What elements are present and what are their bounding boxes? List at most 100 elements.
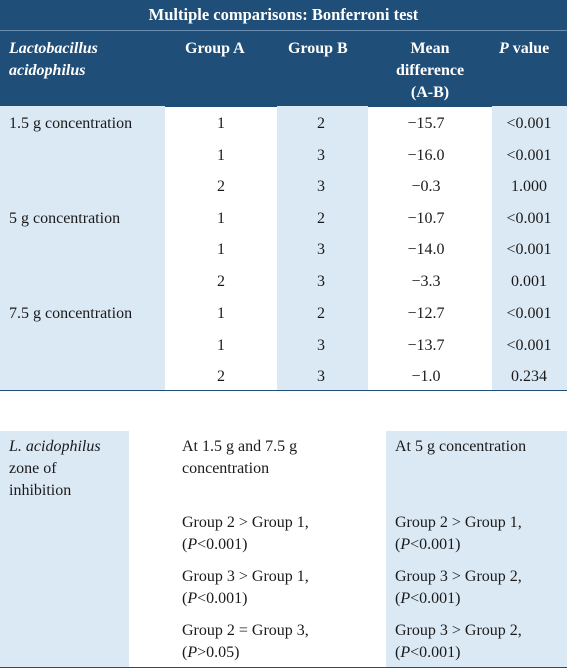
summary-item-p-letter: P: [187, 590, 198, 607]
row-group-a: 1: [217, 147, 225, 164]
row-mean-difference: −3.3: [411, 273, 441, 290]
row-p-value: <0.001: [506, 147, 552, 164]
summary-item-paren: (: [182, 536, 188, 553]
summary-item-p-letter: P: [400, 536, 411, 553]
summary-item-p-letter: P: [400, 644, 411, 661]
summary-item-p-value: <0.001): [410, 590, 461, 607]
summary-item-comparison: Group 2 > Group 1,: [182, 514, 309, 531]
summary-item-p-value: <0.001): [410, 536, 461, 553]
row-mean-difference: −14.0: [407, 241, 445, 258]
row-group-a: 1: [217, 337, 225, 354]
row-group-a: 2: [217, 368, 225, 385]
row-mean-difference: −15.7: [407, 115, 445, 132]
header-species: Lactobacillus acidophilus: [9, 38, 98, 82]
summary-item-comparison: Group 2 = Group 3,: [182, 622, 309, 639]
summary-item-p-value: <0.001): [197, 536, 248, 553]
summary-item-paren: (: [182, 590, 188, 607]
row-concentration-label: 1.5 g concentration: [9, 115, 133, 132]
summary-col1-item: Group 2 > Group 1, (P<0.001): [182, 512, 309, 556]
row-mean-difference: −13.7: [407, 337, 445, 354]
row-group-b: 3: [317, 241, 325, 258]
summary-item-p-value: >0.05): [197, 644, 240, 661]
summary-col2-item: Group 3 > Group 2, (P<0.001): [395, 566, 522, 610]
summary-label-line3: inhibition: [9, 482, 72, 499]
row-mean-difference: −1.0: [411, 368, 441, 385]
row-group-b: 2: [317, 210, 325, 227]
row-mean-difference: −10.7: [407, 210, 445, 227]
table-title-text: Multiple comparisons: Bonferroni test: [148, 5, 419, 24]
row-group-a: 1: [217, 210, 225, 227]
summary-label-line1: L. acidophilus: [9, 438, 101, 455]
shade-summary-5g: [386, 431, 567, 668]
summary-item-comparison: Group 2 > Group 1,: [395, 514, 522, 531]
row-p-value: 0.234: [511, 368, 547, 385]
summary-item-comparison: Group 3 > Group 2,: [395, 568, 522, 585]
summary-item-p-letter: P: [187, 536, 198, 553]
row-group-b: 3: [317, 178, 325, 195]
row-group-a: 1: [217, 241, 225, 258]
table-header: Lactobacillus acidophilus Group A Group …: [0, 30, 567, 107]
summary-col2-item: Group 2 > Group 1, (P<0.001): [395, 512, 522, 556]
summary-item-comparison: Group 3 > Group 2,: [395, 622, 522, 639]
summary-item-comparison: Group 3 > Group 1,: [182, 568, 309, 585]
row-group-b: 3: [317, 368, 325, 385]
summary-item-p-value: <0.001): [410, 644, 461, 661]
row-p-value: <0.001: [506, 115, 552, 132]
header-mean-line2: difference: [395, 62, 465, 79]
shade-summary-label: [0, 431, 129, 668]
summary-item-p-letter: P: [187, 644, 198, 661]
shade-concentration-column: [0, 106, 165, 390]
row-group-b: 2: [317, 305, 325, 322]
summary-item-paren: (: [395, 644, 401, 661]
summary-col2-heading: At 5 g concentration: [395, 438, 527, 455]
header-p-letter: P: [499, 40, 509, 57]
row-p-value: <0.001: [506, 241, 552, 258]
table-bottom-rule: [0, 390, 567, 391]
row-p-value: 1.000: [511, 178, 547, 195]
row-group-a: 2: [217, 178, 225, 195]
row-p-value: <0.001: [506, 305, 552, 322]
header-group-a: Group A: [185, 40, 245, 57]
summary-item-paren: (: [182, 644, 188, 661]
row-mean-difference: −12.7: [407, 305, 445, 322]
summary-item-p-letter: P: [400, 590, 411, 607]
header-mean-difference: Mean difference (A-B): [368, 38, 492, 104]
summary-item-paren: (: [395, 536, 401, 553]
summary-col1-heading-line1: At 1.5 g and 7.5 g: [182, 438, 298, 455]
shade-p-value-column: [492, 106, 567, 390]
header-mean-line3: (A-B): [410, 84, 450, 101]
header-mean-line1: Mean: [410, 40, 450, 57]
summary-col1-item: Group 3 > Group 1, (P<0.001): [182, 566, 309, 610]
summary-item-paren: (: [395, 590, 401, 607]
summary-bottom-rule: [0, 667, 567, 668]
header-p-suffix: value: [508, 40, 550, 57]
row-concentration-label: 7.5 g concentration: [9, 305, 133, 322]
header-group-b: Group B: [288, 40, 348, 57]
row-p-value: <0.001: [506, 210, 552, 227]
header-species-line1: Lactobacillus: [9, 40, 98, 57]
row-mean-difference: −0.3: [411, 178, 441, 195]
header-species-line2: acidophilus: [9, 62, 86, 79]
shade-group-b-column: [277, 106, 368, 390]
summary-col1-heading: At 1.5 g and 7.5 g concentration: [182, 436, 297, 480]
summary-item-p-value: <0.001): [197, 590, 248, 607]
summary-col1-item: Group 2 = Group 3, (P>0.05): [182, 620, 309, 664]
summary-label: L. acidophilus zone of inhibition: [9, 436, 101, 502]
row-group-b: 3: [317, 273, 325, 290]
summary-col2-item: Group 3 > Group 2, (P<0.001): [395, 620, 522, 664]
table-title: Multiple comparisons: Bonferroni test: [0, 0, 567, 30]
row-group-a: 2: [217, 273, 225, 290]
row-concentration-label: 5 g concentration: [9, 210, 121, 227]
row-group-b: 2: [317, 115, 325, 132]
row-p-value: <0.001: [506, 337, 552, 354]
summary-col1-heading-line2: concentration: [182, 460, 270, 477]
row-group-b: 3: [317, 147, 325, 164]
summary-label-line2: zone of: [9, 460, 57, 477]
row-group-a: 1: [217, 115, 225, 132]
row-p-value: 0.001: [511, 273, 547, 290]
header-p-value: P value: [499, 38, 549, 60]
row-group-a: 1: [217, 305, 225, 322]
row-mean-difference: −16.0: [407, 147, 445, 164]
row-group-b: 3: [317, 337, 325, 354]
